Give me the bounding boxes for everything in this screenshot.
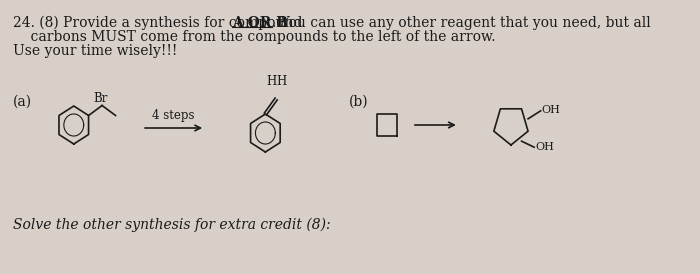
Text: A OR B: A OR B (232, 16, 288, 30)
Text: H: H (267, 75, 276, 88)
Text: OH: OH (535, 142, 554, 152)
Text: . You can use any other reagent that you need, but all: . You can use any other reagent that you… (272, 16, 650, 30)
Text: H: H (276, 75, 287, 88)
Text: carbons MUST come from the compounds to the left of the arrow.: carbons MUST come from the compounds to … (13, 30, 495, 44)
Text: (b): (b) (349, 95, 369, 109)
Text: Br: Br (93, 92, 107, 104)
Text: Use your time wisely!!!: Use your time wisely!!! (13, 44, 177, 58)
Text: 4 steps: 4 steps (153, 109, 195, 122)
Text: OH: OH (542, 105, 561, 115)
Text: Solve the other synthesis for extra credit (8):: Solve the other synthesis for extra cred… (13, 218, 330, 232)
Text: 24. (8) Provide a synthesis for compound: 24. (8) Provide a synthesis for compound (13, 16, 307, 30)
Text: (a): (a) (13, 95, 32, 109)
